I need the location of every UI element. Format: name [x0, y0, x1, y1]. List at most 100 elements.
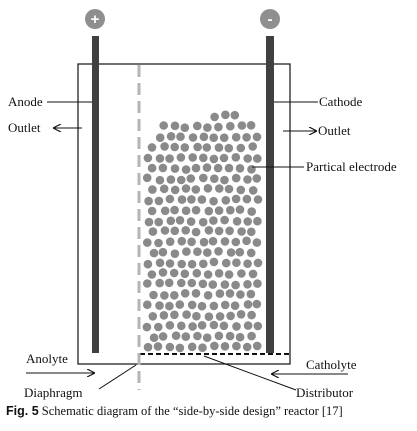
particle: [187, 259, 197, 269]
particle: [204, 206, 214, 216]
cathode-label: Cathode: [319, 94, 363, 109]
particle: [191, 185, 201, 194]
particle: [202, 163, 212, 172]
particle: [177, 321, 186, 331]
particle: [253, 258, 263, 268]
particle: [231, 237, 241, 247]
particle: [253, 321, 263, 331]
particle: [160, 291, 169, 300]
figure-label: Fig. 5: [6, 404, 39, 418]
particle: [164, 278, 174, 288]
catholyte-label: Catholyte: [306, 357, 357, 372]
particle: [208, 280, 218, 289]
particle: [203, 123, 212, 132]
particle: [214, 122, 223, 132]
particle: [193, 331, 202, 341]
particle: [191, 163, 201, 173]
particle: [226, 121, 235, 131]
particle: [225, 226, 234, 236]
particle: [246, 248, 256, 258]
particle: [210, 174, 219, 183]
particle: [236, 185, 246, 195]
particle: [236, 290, 245, 299]
particle: [147, 206, 157, 216]
particle: [155, 258, 165, 268]
particle: [143, 259, 153, 269]
particle: [165, 154, 174, 163]
particle: [180, 269, 190, 279]
particle: [220, 342, 230, 351]
figure-caption: Fig. 5 Schematic diagram of the “side-by…: [6, 404, 414, 419]
reactor-vessel: [77, 63, 291, 365]
particle: [175, 343, 185, 353]
particle: [155, 175, 165, 185]
particle: [155, 154, 165, 163]
particle: [180, 289, 190, 298]
particle: [154, 217, 163, 227]
particle: [142, 322, 152, 332]
particle: [213, 163, 223, 173]
particle: [230, 110, 240, 120]
anode-electrode: [92, 36, 99, 353]
particle: [209, 196, 218, 206]
particle: [142, 173, 152, 183]
particle: [236, 310, 246, 319]
particle: [214, 247, 223, 256]
particle: [237, 121, 247, 130]
particle: [147, 270, 157, 279]
particle: [175, 216, 185, 225]
particle: [158, 163, 168, 173]
particle: [221, 196, 231, 205]
particle: [232, 341, 241, 351]
cathode-electrode: [266, 36, 274, 353]
particle: [192, 268, 202, 278]
particle: [159, 311, 169, 320]
particle: [188, 322, 197, 331]
anolyte-label: Anolyte: [26, 351, 68, 366]
particle: [243, 259, 252, 269]
particle: [177, 236, 187, 246]
particle: [248, 186, 258, 195]
particle: [199, 173, 208, 183]
particle: [243, 154, 252, 163]
particle: [154, 196, 164, 206]
particle: [147, 143, 157, 152]
particle: [153, 342, 163, 351]
particle: [247, 331, 256, 341]
particle: [248, 142, 257, 151]
particle: [177, 278, 186, 288]
particle: [192, 311, 201, 321]
particle: [209, 257, 219, 267]
particle: [149, 248, 159, 258]
particle: [170, 142, 179, 152]
particle: [187, 300, 197, 310]
particle: [220, 300, 230, 310]
particle: [160, 226, 170, 235]
particle: [242, 342, 252, 352]
particle: [166, 216, 176, 226]
particle: [243, 175, 252, 184]
particle: [158, 268, 168, 277]
particle: [143, 342, 153, 352]
particle: [199, 153, 208, 163]
particle: [237, 269, 246, 278]
distributor-label: Distributor: [296, 385, 354, 400]
minus-sign: -: [268, 11, 273, 28]
particle: [181, 206, 191, 215]
particle: [202, 143, 212, 152]
particle: [246, 289, 256, 299]
particle: [188, 133, 198, 142]
particle: [219, 133, 229, 142]
particle: [214, 331, 224, 341]
particle: [247, 165, 256, 174]
particle: [252, 238, 262, 247]
particle: [209, 301, 219, 311]
particle: [144, 196, 153, 206]
particle: [170, 205, 179, 215]
particle: [203, 270, 213, 279]
particle: [197, 301, 207, 311]
particle: [242, 236, 251, 246]
particle: [235, 205, 245, 214]
particle: [165, 301, 174, 311]
particle: [171, 331, 181, 341]
